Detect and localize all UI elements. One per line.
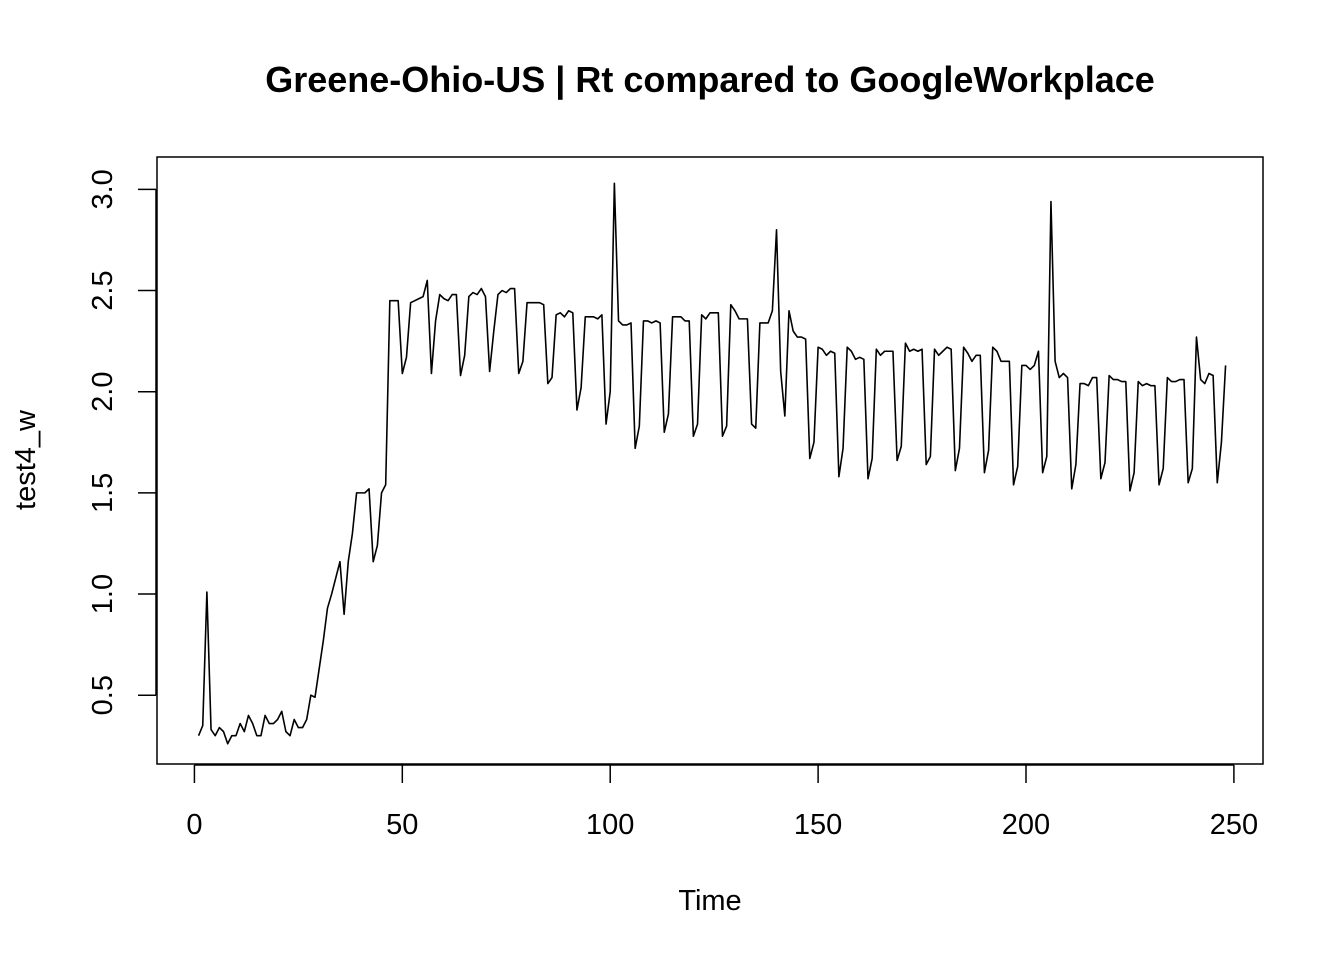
x-axis-label: Time [678,885,741,917]
y-tick-label: 0.5 [87,675,119,715]
x-tick-label: 200 [1002,809,1050,841]
plot-frame [156,156,1264,765]
y-tick-label: 2.5 [87,270,119,310]
y-tick-label: 3.0 [87,169,119,209]
y-tick-label: 1.5 [87,473,119,513]
x-tick-label: 150 [794,809,842,841]
x-tick-label: 100 [586,809,634,841]
x-axis: 0 50 100 150 200 250 [186,764,1258,841]
y-tick-label: 1.0 [87,574,119,614]
x-tick-label: 50 [386,809,418,841]
series-line [197,182,1227,745]
y-axis-label: test4_w [10,409,42,510]
y-tick-label: 2.0 [87,372,119,412]
chart-title: Greene-Ohio-US | Rt compared to GoogleWo… [265,59,1155,101]
y-axis: 0.5 1.0 1.5 2.0 2.5 3.0 [87,169,157,715]
x-tick-label: 250 [1210,809,1258,841]
x-tick-label: 0 [186,809,202,841]
